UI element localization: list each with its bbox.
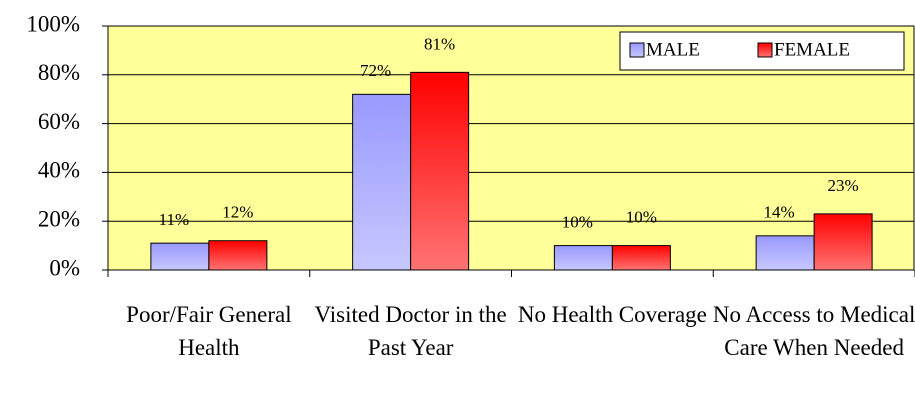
data-label: 11% (159, 210, 190, 229)
x-tick-label: Visited Doctor in the Past Year (314, 302, 507, 360)
y-tick-label: 20% (38, 206, 80, 231)
bar (208, 240, 268, 271)
data-label: 81% (424, 34, 455, 53)
y-tick-label: 100% (26, 11, 80, 36)
legend: MALE FEMALE (619, 31, 905, 71)
legend-swatch (629, 42, 645, 58)
legend-swatch (757, 42, 773, 58)
data-label: 14% (764, 203, 795, 222)
y-tick-label: 80% (38, 60, 80, 85)
data-label: 72% (360, 61, 391, 80)
bar (352, 93, 412, 271)
legend-label: MALE (646, 39, 700, 60)
bar (150, 242, 210, 271)
y-tick-label: 0% (49, 255, 80, 280)
y-tick-label: 40% (38, 158, 80, 183)
bar (410, 71, 470, 271)
data-label: 10% (562, 213, 593, 232)
bar (813, 213, 873, 271)
data-label: 12% (222, 203, 253, 222)
x-tick-label: Poor/Fair General Health (126, 302, 292, 360)
bar (611, 245, 671, 271)
data-label: 23% (828, 176, 859, 195)
bar (755, 235, 815, 271)
data-label: 10% (626, 208, 657, 227)
y-tick-label: 60% (38, 109, 80, 134)
x-tick-label: No Access to Medical Care When Needed (712, 302, 915, 360)
x-tick-label: No Health Coverage (517, 302, 707, 327)
bar (553, 245, 613, 271)
legend-label: FEMALE (774, 39, 850, 60)
